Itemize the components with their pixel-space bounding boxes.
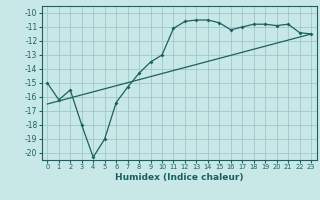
X-axis label: Humidex (Indice chaleur): Humidex (Indice chaleur) (115, 173, 244, 182)
